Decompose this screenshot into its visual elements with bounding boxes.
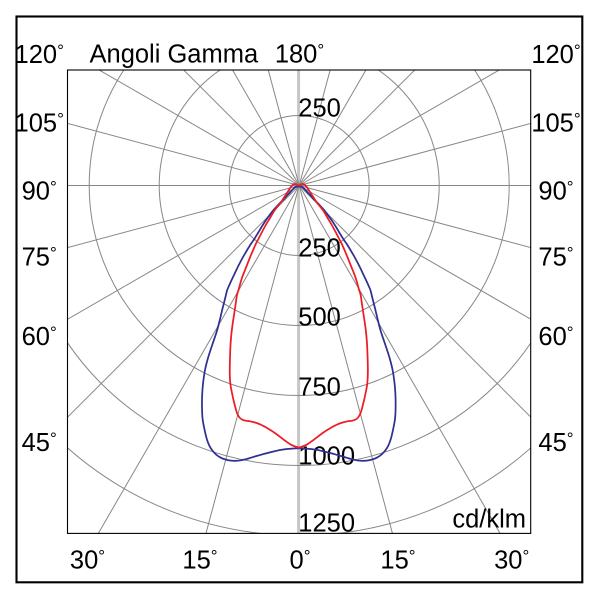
svg-text:500: 500	[298, 304, 341, 332]
svg-text:45°: 45°	[22, 429, 57, 457]
svg-text:1000: 1000	[298, 443, 355, 471]
svg-text:120°: 120°	[15, 41, 64, 69]
svg-text:250: 250	[298, 95, 341, 123]
svg-text:180°: 180°	[275, 41, 324, 69]
svg-text:120°: 120°	[531, 41, 580, 69]
svg-text:1250: 1250	[298, 510, 355, 538]
svg-text:250: 250	[298, 235, 341, 263]
svg-text:cd/klm: cd/klm	[452, 506, 526, 534]
svg-text:Angoli Gamma: Angoli Gamma	[90, 41, 259, 69]
svg-text:105°: 105°	[15, 110, 64, 138]
svg-text:105°: 105°	[531, 110, 580, 138]
svg-text:750: 750	[298, 374, 341, 402]
